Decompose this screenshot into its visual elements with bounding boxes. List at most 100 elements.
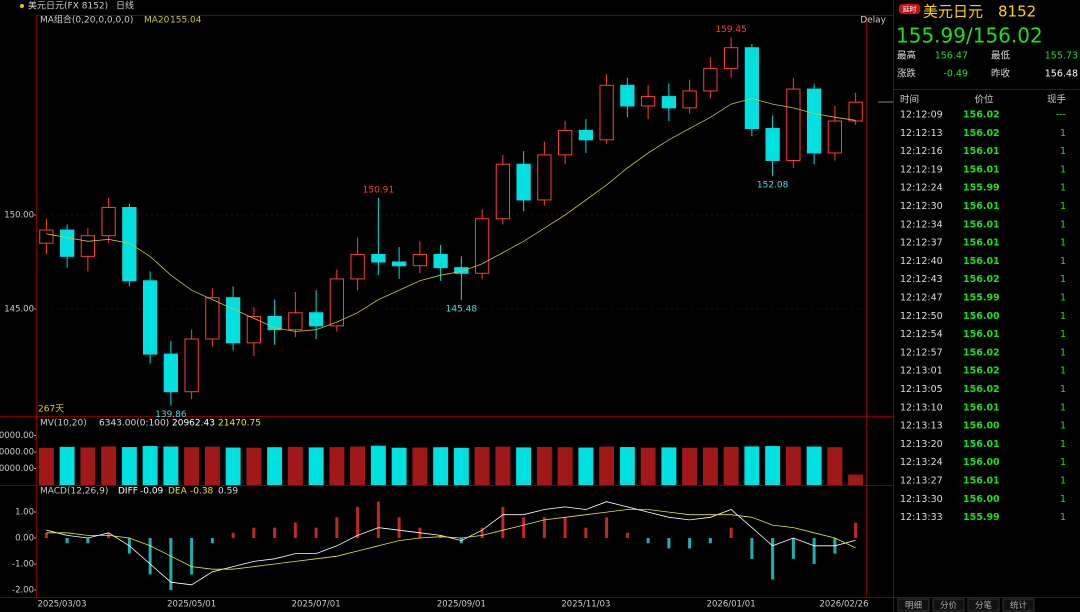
trade-price: 156.00 xyxy=(963,494,1000,505)
trade-qty: 1 xyxy=(1060,164,1066,175)
trade-qty: 1 xyxy=(1060,476,1066,487)
volume-bar xyxy=(599,446,615,485)
trade-qty: 1 xyxy=(1060,238,1066,249)
candle-body xyxy=(640,96,656,107)
trade-qty: 1 xyxy=(1060,402,1066,413)
trade-time: 12:12:24 xyxy=(900,183,943,194)
symbol: 美元日元(FX 8152) xyxy=(28,0,108,12)
macd-bar xyxy=(169,538,173,590)
x-tick-label: 2026/01/01 xyxy=(707,600,756,610)
trade-qty: 1 xyxy=(1060,366,1066,377)
candle-body xyxy=(288,312,303,331)
stat-label: 涨跌 xyxy=(897,68,917,80)
volume-bar xyxy=(412,447,428,485)
period[interactable]: 日线 xyxy=(116,0,134,12)
legend: MV(10,20) xyxy=(40,419,87,429)
annotation: 159.45 xyxy=(715,25,747,35)
trade-qty: 1 xyxy=(1060,201,1066,212)
trade-price: 156.01 xyxy=(963,256,1000,267)
legend-name: DEA xyxy=(168,487,188,497)
macd-bar xyxy=(356,506,360,539)
candle-body xyxy=(495,163,511,220)
volume-bar xyxy=(433,447,449,485)
trade-price: 156.00 xyxy=(963,311,1000,322)
trade-price: 156.01 xyxy=(963,238,1000,249)
volume-bar xyxy=(163,446,179,485)
trade-time: 12:12:50 xyxy=(900,311,943,322)
legend-value: -0.09 xyxy=(140,487,164,497)
volume-bar xyxy=(536,446,552,485)
macd-bar xyxy=(376,501,380,539)
volume-bar xyxy=(184,447,200,485)
trade-qty: --- xyxy=(1056,110,1066,121)
tab[interactable] xyxy=(967,598,1000,612)
volume-bar xyxy=(142,446,158,485)
legend-name: DIFF xyxy=(118,487,138,497)
trade-qty: 1 xyxy=(1060,274,1066,285)
candle-body xyxy=(163,353,179,393)
macd-bar xyxy=(480,527,484,539)
candle-body xyxy=(39,229,54,244)
stat-label: 最高 xyxy=(897,50,916,62)
candle-body xyxy=(142,280,158,355)
tab-label[interactable]: 分价 xyxy=(940,601,958,611)
trade-time: 12:13:13 xyxy=(900,421,943,432)
trade-time: 12:13:33 xyxy=(900,512,943,523)
trade-price: 155.99 xyxy=(963,293,1000,304)
trade-qty: 1 xyxy=(1060,384,1066,395)
candle-body xyxy=(371,253,386,263)
volume-bar xyxy=(80,447,96,485)
annotation: 139.86 xyxy=(155,410,187,420)
macd-bar xyxy=(688,538,692,549)
volume-bar xyxy=(765,446,781,485)
macd-bar xyxy=(501,506,505,539)
volume-bar xyxy=(329,447,345,485)
volume-bar xyxy=(474,447,490,485)
legend-value: 20962.43 xyxy=(172,419,215,429)
candle-body xyxy=(205,297,220,340)
stat-label: 昨收 xyxy=(991,68,1011,80)
trade-qty: 1 xyxy=(1060,457,1066,468)
candle-body xyxy=(744,47,760,130)
candle-body xyxy=(454,267,469,274)
trade-time: 12:13:27 xyxy=(900,476,943,487)
macd-bar xyxy=(646,538,650,544)
macd-bar xyxy=(522,517,526,539)
x-tick-label: 2025/05/01 xyxy=(167,600,216,610)
y-tick-label: 0.00 xyxy=(15,534,34,544)
tab[interactable] xyxy=(1002,598,1035,612)
legend: MA组合(0,20,0,0,0,0) xyxy=(40,14,133,26)
macd-bar xyxy=(812,538,816,565)
trade-time: 12:13:05 xyxy=(900,384,943,395)
annotation: 152.08 xyxy=(757,180,789,190)
volume-bar xyxy=(495,446,511,485)
table-header: 现手 xyxy=(1047,94,1067,106)
macd-bar xyxy=(293,522,297,539)
candle-body xyxy=(806,88,822,154)
trade-price: 156.02 xyxy=(963,347,1000,358)
tab[interactable] xyxy=(897,598,930,612)
macd-bar xyxy=(854,522,858,539)
trade-time: 12:12:57 xyxy=(900,347,943,358)
legend-value: -0.38 xyxy=(190,487,214,497)
candle-body xyxy=(703,67,718,92)
legend-value: 6343.00(0:100) xyxy=(99,419,169,429)
tab-label[interactable]: 分笔 xyxy=(975,600,993,611)
trade-qty: 1 xyxy=(1060,347,1066,358)
trade-time: 12:13:24 xyxy=(900,457,943,468)
tab-label[interactable]: 明细 xyxy=(905,600,922,611)
volume-bar xyxy=(661,447,677,485)
trade-price: 156.01 xyxy=(963,329,1000,340)
trade-time: 12:13:10 xyxy=(900,402,943,413)
tab[interactable] xyxy=(932,598,965,612)
tab-label[interactable]: 统计 xyxy=(1010,600,1028,611)
trade-price: 156.02 xyxy=(963,128,1000,139)
trade-qty: 1 xyxy=(1060,311,1066,322)
y-tick-label: -1.00 xyxy=(12,560,34,570)
trade-price: 156.01 xyxy=(963,164,1000,175)
volume-bar xyxy=(101,446,117,485)
legend: MACD(12,26,9) xyxy=(40,487,108,497)
macd-bar xyxy=(314,527,318,539)
volume-bar xyxy=(682,447,698,485)
